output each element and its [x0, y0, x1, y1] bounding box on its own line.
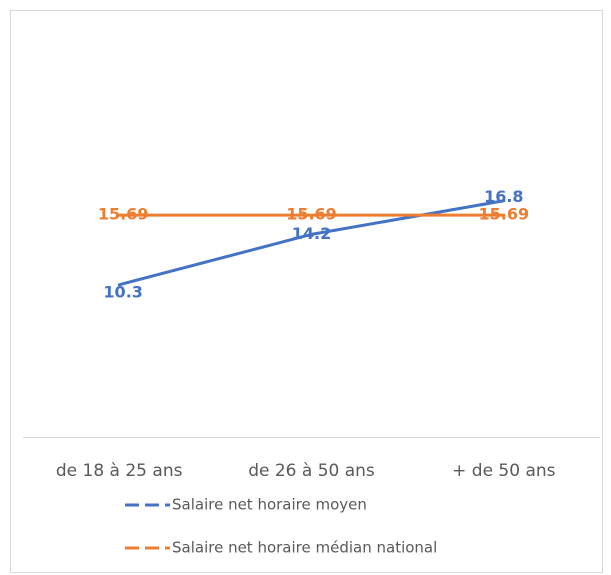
legend-label: Salaire net horaire moyen: [172, 496, 367, 514]
series-line: [117, 199, 506, 287]
data-label: 15.69: [98, 205, 149, 224]
x-tick-label: + de 50 ans: [452, 461, 556, 481]
data-label: 16.8: [484, 187, 523, 206]
data-label: 15.69: [479, 205, 530, 224]
x-tick-label: de 18 à 25 ans: [56, 461, 183, 481]
legend-label: Salaire net horaire médian national: [172, 539, 437, 557]
x-tick-label: de 26 à 50 ans: [248, 461, 375, 481]
chart-border: [10, 10, 603, 573]
data-label: 15.69: [286, 205, 337, 224]
data-label: 10.3: [103, 282, 142, 301]
data-label: 14.2: [292, 224, 331, 243]
